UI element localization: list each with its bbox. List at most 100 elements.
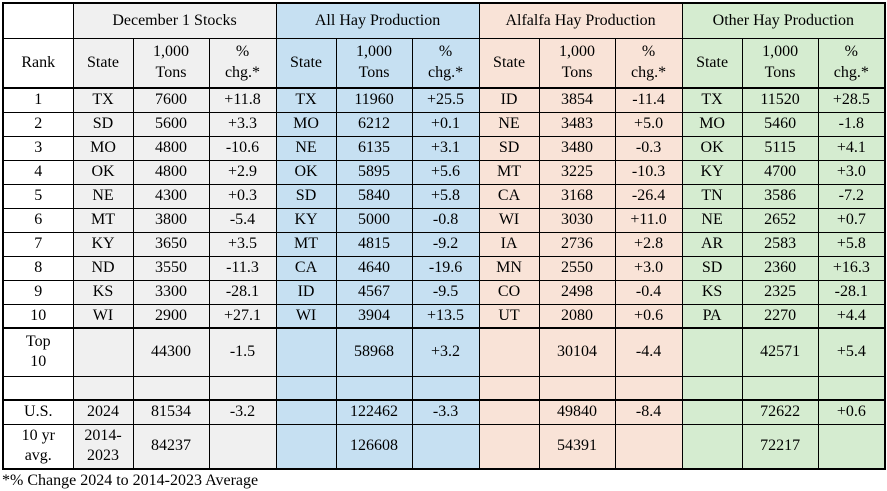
tons-cell: 4800: [132, 159, 210, 185]
state-cell: [478, 327, 540, 377]
pct-chg-cell: -9.5: [411, 279, 480, 305]
state-cell: MT: [72, 207, 134, 233]
pct-chg-cell: +28.5: [817, 87, 886, 113]
pct-chg-header: % chg.*: [411, 37, 480, 89]
tons-header: 1,000 Tons: [741, 37, 819, 89]
state-cell: TX: [681, 87, 743, 113]
tons-cell: 5115: [741, 135, 819, 161]
tons-cell: 11520: [741, 87, 819, 113]
state-cell: KY: [72, 231, 134, 257]
pct-chg-cell: -1.5: [208, 327, 277, 377]
rank-cell: 10: [2, 303, 74, 329]
pct-chg-cell: [411, 423, 480, 470]
state-cell: [275, 327, 337, 377]
state-cell: PA: [681, 303, 743, 329]
tons-cell: [741, 375, 819, 401]
tons-cell: 81534: [132, 399, 210, 425]
pct-chg-cell: -28.1: [208, 279, 277, 305]
rank-cell: Top 10: [2, 327, 74, 377]
table-body: 1 TX 7600 +11.8 TX 11960 +25.5 ID 3854 -…: [2, 87, 886, 470]
state-header: State: [478, 37, 540, 89]
pct-chg-cell: +0.1: [411, 111, 480, 137]
tons-cell: 30104: [538, 327, 616, 377]
state-cell: MO: [275, 111, 337, 137]
rank-cell: 5: [2, 183, 74, 209]
tons-cell: 49840: [538, 399, 616, 425]
table-row: 6 MT 3800 -5.4 KY 5000 -0.8 WI 3030 +11.…: [2, 207, 886, 233]
rank-cell: 3: [2, 135, 74, 161]
tons-cell: 2583: [741, 231, 819, 257]
state-cell: IA: [478, 231, 540, 257]
state-cell: KS: [72, 279, 134, 305]
tons-cell: 3586: [741, 183, 819, 209]
state-cell: OK: [72, 159, 134, 185]
state-cell: KY: [275, 207, 337, 233]
state-cell: KY: [681, 159, 743, 185]
pct-chg-cell: -19.6: [411, 255, 480, 281]
pct-chg-cell: +5.6: [411, 159, 480, 185]
state-cell: [275, 423, 337, 470]
tons-cell: 3030: [538, 207, 616, 233]
pct-chg-cell: +3.1: [411, 135, 480, 161]
pct-chg-cell: +11.0: [614, 207, 683, 233]
table-row: 8 ND 3550 -11.3 CA 4640 -19.6 MN 2550 +3…: [2, 255, 886, 281]
state-cell: NE: [275, 135, 337, 161]
state-cell: [681, 423, 743, 470]
pct-chg-cell: -28.1: [817, 279, 886, 305]
group-title-all-hay: All Hay Production: [275, 2, 480, 39]
table-row: 7 KY 3650 +3.5 MT 4815 -9.2 IA 2736 +2.8…: [2, 231, 886, 257]
state-cell: WI: [478, 207, 540, 233]
tons-cell: 2360: [741, 255, 819, 281]
tons-cell: 2270: [741, 303, 819, 329]
pct-chg-cell: -11.3: [208, 255, 277, 281]
pct-chg-cell: +3.2: [411, 327, 480, 377]
table-row: 1 TX 7600 +11.8 TX 11960 +25.5 ID 3854 -…: [2, 87, 886, 113]
tons-cell: 72622: [741, 399, 819, 425]
table-header: December 1 Stocks All Hay Production Alf…: [2, 2, 886, 89]
pct-chg-cell: +0.6: [817, 399, 886, 425]
table-row: 2 SD 5600 +3.3 MO 6212 +0.1 NE 3483 +5.0…: [2, 111, 886, 137]
state-cell: 2024: [72, 399, 134, 425]
state-cell: UT: [478, 303, 540, 329]
pct-chg-cell: -4.4: [614, 327, 683, 377]
state-cell: [72, 375, 134, 401]
tons-header: 1,000 Tons: [335, 37, 413, 89]
pct-chg-cell: -7.2: [817, 183, 886, 209]
rank-cell: 8: [2, 255, 74, 281]
tons-cell: 7600: [132, 87, 210, 113]
pct-chg-cell: +4.1: [817, 135, 886, 161]
pct-chg-cell: -3.3: [411, 399, 480, 425]
tons-cell: 3550: [132, 255, 210, 281]
state-cell: [478, 399, 540, 425]
tons-cell: 72217: [741, 423, 819, 470]
pct-chg-cell: +16.3: [817, 255, 886, 281]
state-cell: OK: [681, 135, 743, 161]
tons-cell: 2325: [741, 279, 819, 305]
state-cell: [275, 399, 337, 425]
state-cell: [681, 327, 743, 377]
pct-chg-cell: +11.8: [208, 87, 277, 113]
rank-cell: 1: [2, 87, 74, 113]
pct-chg-cell: [614, 375, 683, 401]
pct-chg-cell: -10.3: [614, 159, 683, 185]
state-cell: [72, 327, 134, 377]
state-cell: TX: [275, 87, 337, 113]
pct-chg-cell: -9.2: [411, 231, 480, 257]
state-header: State: [681, 37, 743, 89]
hay-statistics-table: December 1 Stocks All Hay Production Alf…: [2, 2, 887, 470]
tons-cell: 4700: [741, 159, 819, 185]
state-cell: AR: [681, 231, 743, 257]
rank-cell: U.S.: [2, 399, 74, 425]
state-cell: ID: [275, 279, 337, 305]
rank-header: Rank: [2, 37, 74, 89]
pct-chg-cell: +13.5: [411, 303, 480, 329]
state-header: State: [72, 37, 134, 89]
pct-chg-cell: +3.5: [208, 231, 277, 257]
footnote: *% Change 2024 to 2014-2023 Average: [2, 472, 259, 489]
state-cell: [478, 423, 540, 470]
pct-chg-cell: +4.4: [817, 303, 886, 329]
pct-chg-cell: -5.4: [208, 207, 277, 233]
tons-cell: [538, 375, 616, 401]
tons-cell: [132, 375, 210, 401]
rank-cell: 9: [2, 279, 74, 305]
